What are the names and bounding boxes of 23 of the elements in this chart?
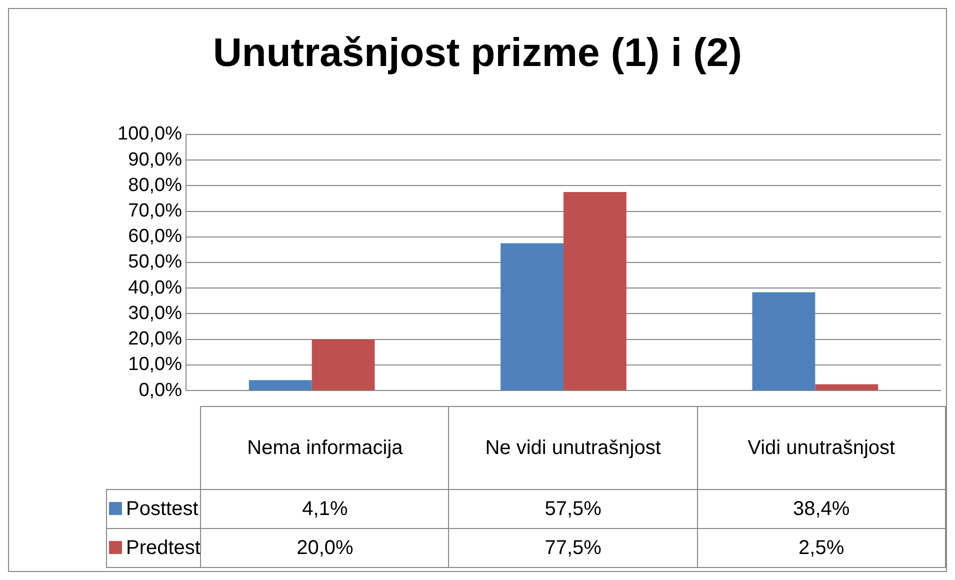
- y-tick-label: 60,0%: [128, 226, 182, 248]
- data-label: 77,5%: [448, 528, 698, 568]
- data-label: 2,5%: [697, 528, 946, 568]
- x-tick-label: Nema informacija: [200, 406, 449, 490]
- data-label: 38,4%: [697, 490, 946, 528]
- y-tick-label: 30,0%: [128, 302, 182, 324]
- y-tick-label: 100,0%: [118, 124, 182, 145]
- y-tick-label: 10,0%: [128, 354, 182, 376]
- legend-label: Posttest: [126, 498, 198, 520]
- data-label: 4,1%: [200, 490, 449, 528]
- chart-title: Unutrašnjost prizme (1) i (2): [212, 31, 743, 76]
- y-tick-label: 50,0%: [128, 252, 182, 273]
- y-tick-label: 40,0%: [128, 277, 182, 298]
- y-tick-label: 70,0%: [128, 200, 182, 222]
- x-tick-label: Vidi unutrašnjost: [697, 406, 946, 490]
- data-label: 57,5%: [448, 490, 698, 528]
- legend-label: Predtest: [126, 536, 200, 558]
- y-tick-label: 90,0%: [128, 149, 182, 170]
- y-tick-label: 0,0%: [138, 380, 182, 401]
- x-tick-label: Ne vidi unutrašnjost: [448, 406, 698, 490]
- data-label: 20,0%: [200, 528, 449, 568]
- y-tick-label: 80,0%: [128, 174, 182, 196]
- y-tick-label: 20,0%: [128, 328, 182, 350]
